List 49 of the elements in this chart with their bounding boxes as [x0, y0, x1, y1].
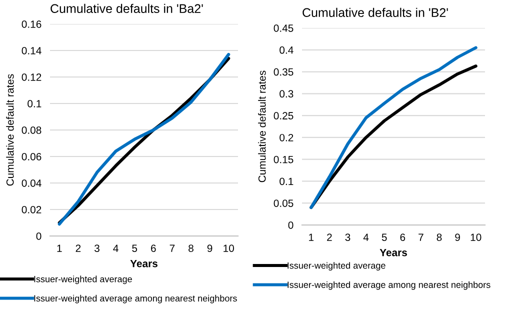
y-tick-label: 0.1 — [28, 100, 42, 108]
legend-label: Issuer-weighted average among nearest neighbors — [288, 281, 490, 290]
x-axis-title: Years — [380, 248, 407, 256]
y-tick-label: 0.35 — [274, 68, 294, 76]
legend-label: Issuer-weighted average among nearest neighbors — [34, 294, 237, 304]
y-tick-label: 0.05 — [274, 200, 294, 207]
x-tick-label: 8 — [436, 234, 442, 241]
x-tick-label: 9 — [207, 244, 212, 252]
y-tick-label: 0.1 — [280, 178, 294, 186]
x-tick-label: 1 — [309, 234, 314, 241]
y-tick-label: 0.16 — [22, 20, 42, 28]
y-tick-label: 0.15 — [274, 156, 294, 164]
y-tick-label: 0.12 — [22, 74, 42, 81]
x-tick-label: 4 — [363, 234, 369, 241]
y-tick-label: 0.4 — [280, 46, 294, 54]
legend-label: Issuer-weighted average — [288, 262, 386, 271]
legend-label: Issuer-weighted average — [34, 276, 132, 284]
x-tick-label: 7 — [170, 244, 175, 252]
x-tick-label: 6 — [151, 244, 156, 252]
chart-title: Cumulative defaults in 'Ba2' — [50, 4, 203, 14]
x-tick-label: 2 — [327, 234, 332, 241]
x-tick-label: 10 — [470, 234, 482, 241]
chart-title: Cumulative defaults in 'B2' — [302, 8, 448, 18]
y-tick-label: 0 — [36, 232, 42, 240]
x-tick-label: 7 — [418, 234, 424, 241]
x-tick-label: 6 — [400, 234, 406, 241]
x-tick-label: 3 — [345, 234, 350, 241]
y-tick-label: 0.2 — [280, 134, 294, 142]
y-tick-label: 0.3 — [280, 90, 294, 98]
y-tick-label: 0.02 — [22, 206, 42, 214]
x-tick-label: 4 — [113, 244, 118, 252]
y-tick-label: 0 — [288, 222, 294, 229]
y-tick-label: 0.14 — [22, 47, 42, 54]
x-tick-label: 5 — [382, 234, 387, 241]
x-tick-label: 5 — [132, 244, 138, 252]
x-tick-label: 3 — [94, 244, 100, 252]
x-tick-label: 2 — [76, 244, 81, 252]
x-tick-label: 9 — [455, 234, 460, 241]
y-tick-label: 0.08 — [22, 126, 42, 134]
x-tick-label: 8 — [188, 244, 194, 252]
x-axis-title: Years — [130, 260, 158, 268]
y-tick-label: 0.04 — [22, 180, 42, 187]
x-tick-label: 10 — [224, 244, 234, 252]
y-tick-label: 0.06 — [22, 153, 42, 160]
y-tick-label: 0.25 — [274, 112, 294, 120]
y-axis-title: Cumulative default rates — [258, 70, 266, 182]
y-tick-label: 0.45 — [274, 24, 294, 32]
y-axis-title: Cumulative default rates — [6, 74, 14, 186]
x-tick-label: 1 — [57, 244, 62, 252]
